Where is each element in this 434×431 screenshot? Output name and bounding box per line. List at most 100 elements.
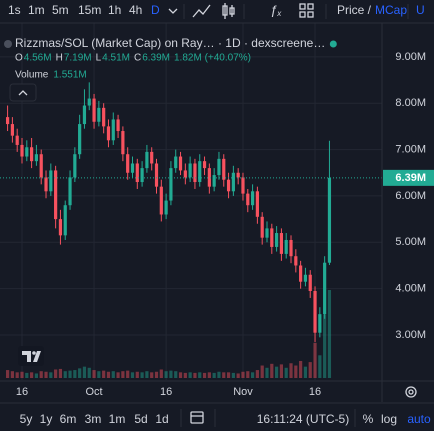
candle-body — [294, 256, 298, 266]
range-button[interactable]: 1m — [109, 412, 126, 426]
mcap-toggle[interactable]: MCap — [375, 3, 407, 17]
volume-bar — [44, 371, 48, 378]
volume-bar — [318, 355, 322, 378]
candle-chart-icon[interactable] — [222, 3, 235, 19]
interval-button[interactable]: 5m — [52, 3, 69, 17]
candle-body — [150, 151, 154, 164]
volume-bar — [126, 370, 130, 378]
candle-body — [188, 163, 192, 178]
candle-body — [217, 158, 221, 176]
candle-body — [323, 262, 327, 315]
volume-bar — [116, 372, 120, 378]
log-toggle[interactable]: log — [381, 412, 397, 426]
y-tick-label: 3.00M — [395, 329, 426, 341]
volume-bar — [78, 368, 82, 378]
legend-value: 4.51M — [102, 53, 130, 64]
legend-value: 7.19M — [64, 53, 92, 64]
candle-body — [289, 239, 293, 257]
volume-bar — [313, 342, 317, 378]
line-chart-icon[interactable] — [192, 4, 211, 18]
interval-button[interactable]: 1h — [108, 3, 121, 17]
candle-body — [34, 154, 39, 162]
volume-bar — [121, 371, 125, 378]
symbol-icon — [4, 40, 12, 48]
range-button[interactable]: 5d — [134, 412, 147, 426]
volume-bar — [73, 370, 77, 378]
candle-body — [68, 177, 72, 206]
range-button[interactable]: 3m — [85, 412, 102, 426]
volume-bar — [241, 371, 245, 378]
settings-icon[interactable] — [405, 386, 417, 398]
percent-toggle[interactable]: % — [363, 412, 374, 426]
range-button[interactable]: 6m — [60, 412, 77, 426]
candle-body — [169, 168, 173, 201]
candle-body — [121, 131, 125, 155]
range-button[interactable]: 5y — [20, 412, 33, 426]
candle-body — [313, 290, 317, 333]
volume-bar — [87, 367, 91, 378]
candle-body — [49, 170, 53, 192]
candle-body — [318, 314, 322, 333]
volume-bar — [246, 371, 250, 378]
legend-value: 6.39M — [142, 53, 170, 64]
y-tick-label: 7.00M — [395, 143, 426, 155]
legend-key: L — [96, 53, 102, 64]
volume-bar — [34, 373, 39, 378]
candle-body — [116, 119, 120, 132]
candle-body — [226, 179, 231, 192]
candle-body — [30, 147, 34, 162]
legend-value: 4.56M — [24, 53, 52, 64]
last-price-label: 6.39M — [395, 172, 426, 184]
volume-bar — [145, 371, 149, 378]
interval-button[interactable]: 1m — [28, 3, 45, 17]
volume-bar — [39, 371, 43, 378]
candle-body — [207, 168, 211, 187]
candle-body — [255, 191, 259, 217]
layout-icon[interactable] — [299, 3, 314, 18]
candle-body — [231, 172, 235, 192]
volume-bar — [30, 372, 34, 378]
legend-key: C — [134, 53, 141, 64]
y-tick-label: 4.00M — [395, 283, 426, 295]
candle-body — [164, 200, 168, 215]
volume-bar — [308, 362, 312, 378]
candle-body — [44, 177, 48, 192]
intervals: 1s 1m 5m 15m 1h 4h D — [8, 3, 160, 17]
symbol-title: Rizzmas/SOL (Market Cap) on Ray… · 1D · … — [15, 36, 325, 50]
candle-body — [246, 193, 250, 206]
volume-bar — [25, 372, 29, 378]
volume-bar — [236, 373, 240, 378]
range-button[interactable]: 1d — [155, 412, 168, 426]
interval-dropdown[interactable] — [168, 8, 178, 14]
volume-bar — [260, 365, 264, 378]
candle-body — [97, 107, 101, 122]
auto-toggle[interactable]: auto — [407, 412, 431, 426]
collapse-legend-button[interactable] — [9, 83, 37, 102]
candle-body — [92, 98, 96, 122]
candle-body — [260, 216, 264, 238]
volume-bar — [102, 370, 106, 378]
volume-bar — [231, 372, 235, 378]
date-range-icon[interactable] — [190, 411, 204, 424]
status-dot — [329, 40, 337, 48]
volume-value: 1.551M — [53, 70, 86, 81]
volume-bar — [323, 314, 327, 378]
volume-bar — [10, 371, 14, 378]
interval-button[interactable]: 4h — [129, 3, 142, 17]
range-button[interactable]: 1y — [40, 412, 53, 426]
interval-button[interactable]: D — [151, 3, 160, 17]
candle-body — [78, 124, 82, 155]
volume-bar — [130, 372, 135, 378]
candle-body — [202, 161, 207, 169]
candle-body — [154, 163, 159, 187]
interval-button[interactable]: 1s — [8, 3, 21, 17]
candle-body — [126, 154, 130, 173]
price-toggle[interactable]: Price / — [337, 3, 372, 17]
x-tick-label: 16 — [16, 386, 28, 398]
volume-bar — [58, 368, 63, 378]
interval-button[interactable]: 15m — [78, 3, 101, 17]
candle-body — [265, 228, 269, 238]
candle-body — [111, 119, 115, 141]
unit-toggle[interactable]: U — [416, 3, 425, 17]
